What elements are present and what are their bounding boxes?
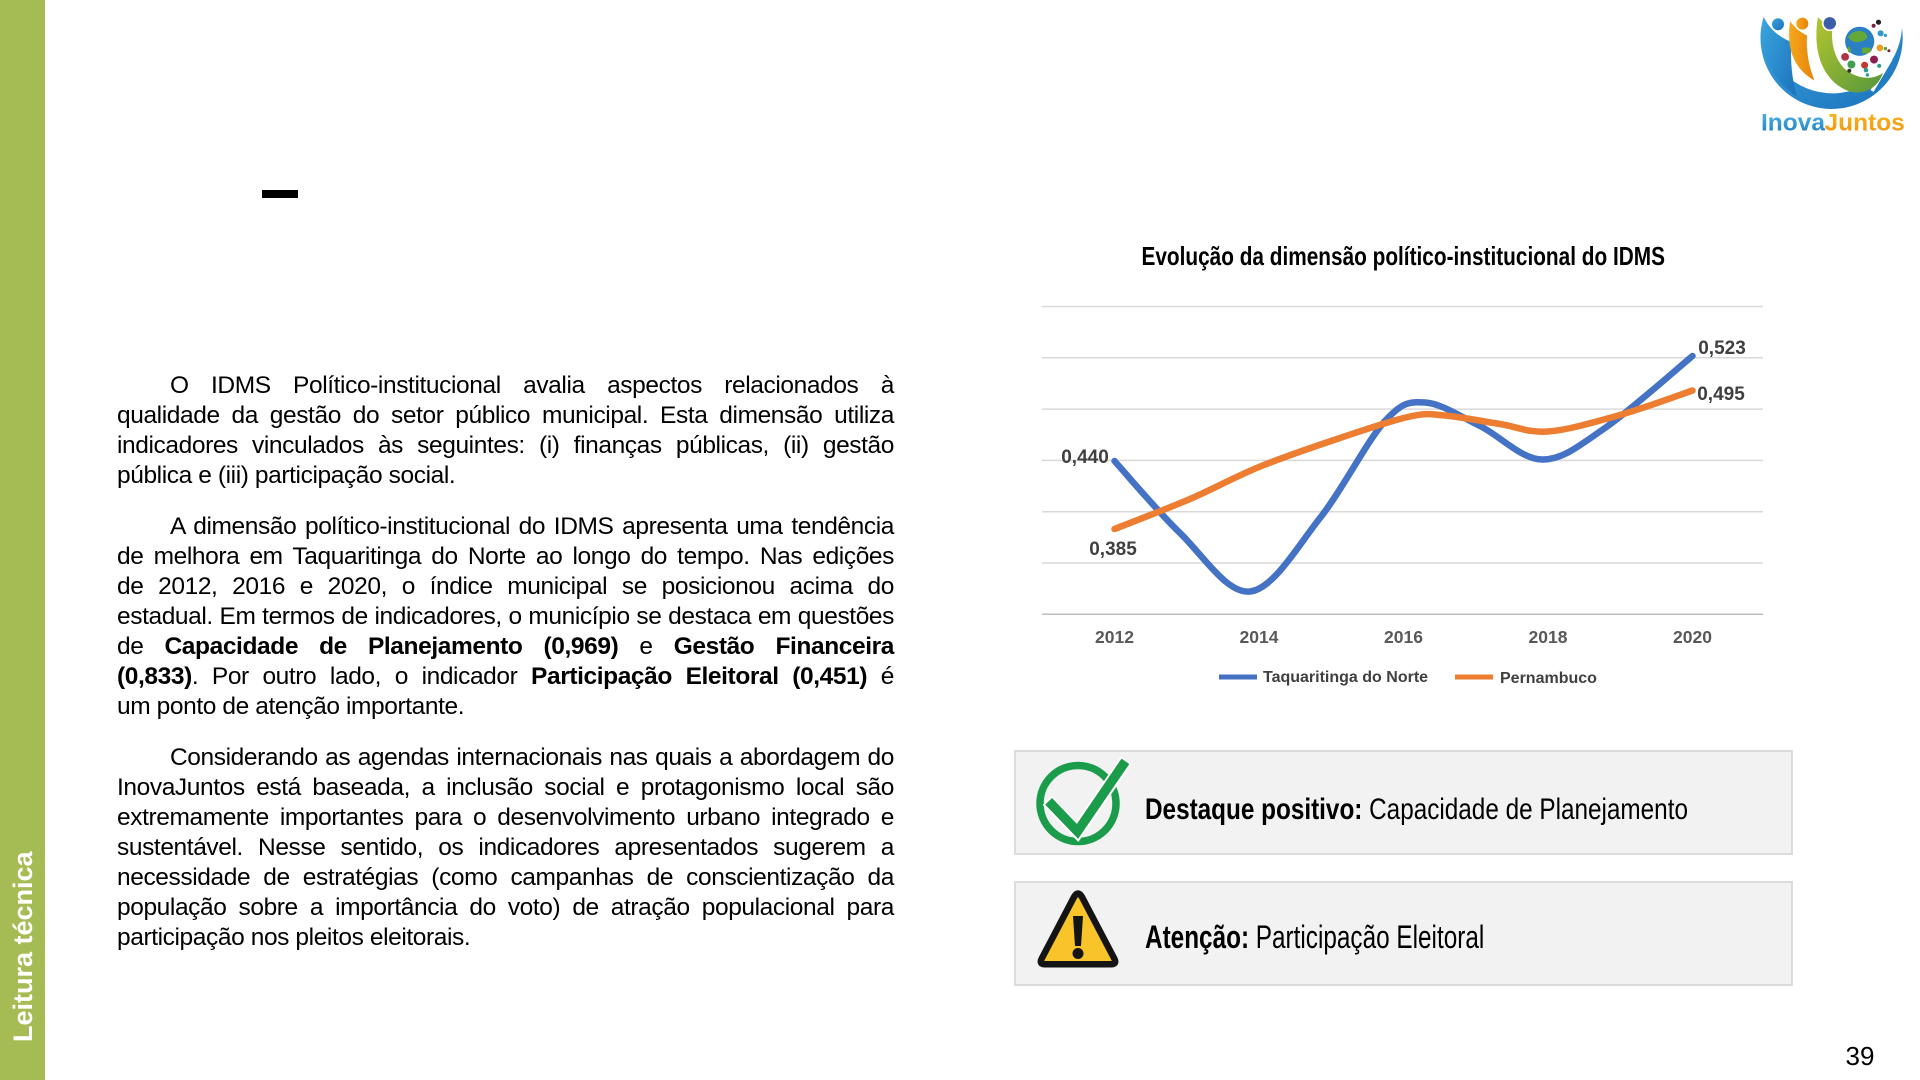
svg-text:2016: 2016 bbox=[1384, 627, 1423, 647]
svg-text:Pernambuco: Pernambuco bbox=[1500, 670, 1597, 687]
svg-text:0,440: 0,440 bbox=[1061, 447, 1109, 468]
svg-text:Taquaritinga do Norte: Taquaritinga do Norte bbox=[1263, 669, 1428, 686]
svg-text:0,385: 0,385 bbox=[1089, 539, 1137, 560]
svg-text:Juntos: Juntos bbox=[1825, 110, 1905, 137]
svg-text:Inova: Inova bbox=[1761, 110, 1825, 137]
svg-text:2018: 2018 bbox=[1529, 627, 1568, 647]
svg-text:2012: 2012 bbox=[1095, 627, 1134, 647]
svg-text:2020: 2020 bbox=[1673, 627, 1712, 647]
svg-text:0,495: 0,495 bbox=[1697, 384, 1745, 405]
svg-text:0,523: 0,523 bbox=[1698, 338, 1746, 359]
svg-text:2014: 2014 bbox=[1240, 627, 1279, 647]
